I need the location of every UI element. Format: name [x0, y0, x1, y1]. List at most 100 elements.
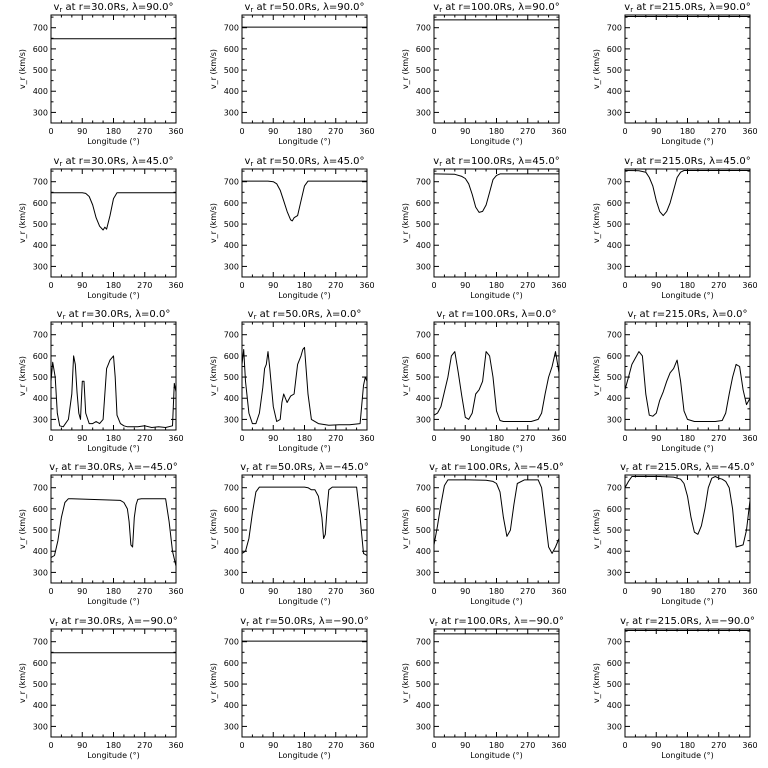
- panel-5-2: vr at r=50.0Rs, λ=−90.0° 0 90 180 270 360 300 4…: [209, 616, 375, 760]
- panel-title: vr at r=215.0Rs, λ=45.0°: [624, 156, 750, 168]
- title-text: at r=215.0Rs, λ=−90.0°: [629, 616, 755, 627]
- y-tick-label: 400: [33, 547, 48, 556]
- x-tick-label: 90: [268, 587, 278, 596]
- y-tick-label: 300: [416, 262, 431, 271]
- y-tick-label: 400: [33, 241, 48, 250]
- plot-frame: [241, 474, 368, 584]
- x-tick-label: 270: [520, 434, 535, 443]
- x-tick-label: 360: [359, 281, 374, 290]
- x-axis-label: Longitude (°): [87, 291, 140, 300]
- panel-2-1: vr at r=30.0Rs, λ=45.0° 0 90 180 270 360 300 40…: [18, 156, 184, 300]
- x-tick-label: 360: [359, 127, 374, 136]
- y-tick-label: 500: [33, 66, 48, 75]
- title-text: at r=215.0Rs, λ=90.0°: [633, 2, 751, 13]
- x-tick-label: 0: [431, 741, 436, 750]
- y-axis-label: v_r (km/s): [209, 509, 218, 549]
- x-tick-label: 270: [137, 127, 152, 136]
- x-tick-label: 90: [651, 434, 661, 443]
- x-axis-label: Longitude (°): [661, 751, 714, 760]
- y-tick-label: 700: [224, 638, 239, 647]
- y-tick-label: 500: [416, 66, 431, 75]
- panel-title: vr at r=30.0Rs, λ=0.0°: [57, 309, 171, 321]
- x-tick-label: 0: [431, 127, 436, 136]
- plot-frame: [433, 474, 560, 584]
- x-tick-label: 360: [742, 587, 757, 596]
- y-tick-label: 500: [33, 373, 48, 382]
- y-tick-label: 600: [416, 505, 431, 514]
- series-line: [433, 173, 559, 213]
- x-tick-label: 0: [48, 434, 53, 443]
- plot-frame: [50, 474, 177, 584]
- title-text: at r=215.0Rs, λ=45.0°: [633, 156, 751, 167]
- y-tick-label: 500: [224, 220, 239, 229]
- y-axis-label: v_r (km/s): [592, 49, 601, 89]
- y-axis-label: v_r (km/s): [592, 356, 601, 396]
- y-tick-label: 600: [416, 352, 431, 361]
- plot-frame: [50, 628, 177, 738]
- y-tick-label: 700: [33, 24, 48, 33]
- y-tick-label: 400: [607, 547, 622, 556]
- y-tick-label: 300: [224, 722, 239, 731]
- series-line: [50, 355, 177, 428]
- y-tick-label: 300: [607, 415, 622, 424]
- x-tick-label: 90: [77, 281, 87, 290]
- title-text: at r=50.0Rs, λ=90.0°: [253, 2, 364, 13]
- x-tick-label: 270: [328, 741, 343, 750]
- series-line: [51, 192, 176, 231]
- x-tick-label: 180: [106, 281, 121, 290]
- x-tick-label: 360: [359, 587, 374, 596]
- y-tick-label: 500: [607, 66, 622, 75]
- series-line: [50, 498, 177, 567]
- title-text: at r=100.0Rs, λ=90.0°: [442, 2, 560, 13]
- y-tick-label: 600: [224, 659, 239, 668]
- y-tick-label: 500: [607, 220, 622, 229]
- x-tick-label: 180: [297, 587, 312, 596]
- y-axis-label: v_r (km/s): [592, 203, 601, 243]
- y-tick-label: 700: [607, 331, 622, 340]
- x-tick-label: 90: [651, 127, 661, 136]
- x-tick-label: 180: [680, 587, 695, 596]
- y-tick-label: 600: [224, 352, 239, 361]
- x-tick-label: 0: [48, 587, 53, 596]
- y-tick-label: 500: [224, 66, 239, 75]
- x-tick-label: 90: [651, 281, 661, 290]
- title-text: at r=100.0Rs, λ=−90.0°: [438, 616, 564, 627]
- x-tick-label: 0: [48, 281, 53, 290]
- x-tick-label: 360: [168, 434, 183, 443]
- x-tick-label: 360: [551, 127, 566, 136]
- title-symbol: v: [244, 2, 250, 13]
- y-tick-label: 300: [224, 568, 239, 577]
- y-tick-label: 400: [224, 241, 239, 250]
- title-subscript: r: [254, 313, 257, 321]
- y-tick-label: 700: [607, 484, 622, 493]
- x-axis-label: Longitude (°): [661, 137, 714, 146]
- y-tick-label: 400: [607, 394, 622, 403]
- y-tick-label: 300: [33, 262, 48, 271]
- x-tick-label: 180: [489, 587, 504, 596]
- y-tick-label: 600: [33, 505, 48, 514]
- y-tick-label: 300: [416, 415, 431, 424]
- plot-frame: [241, 628, 368, 738]
- title-symbol: v: [49, 616, 55, 627]
- y-axis-label: v_r (km/s): [209, 356, 218, 396]
- x-tick-label: 360: [168, 741, 183, 750]
- x-tick-label: 270: [520, 587, 535, 596]
- panel-2-3: vr at r=100.0Rs, λ=45.0° 0 90 180 270 360 300 4…: [401, 156, 567, 300]
- x-axis-label: Longitude (°): [661, 444, 714, 453]
- y-tick-label: 300: [607, 722, 622, 731]
- x-axis-label: Longitude (°): [470, 291, 523, 300]
- y-axis-label: v_r (km/s): [592, 663, 601, 703]
- x-tick-label: 270: [137, 741, 152, 750]
- x-axis-label: Longitude (°): [661, 597, 714, 606]
- title-symbol: v: [240, 616, 246, 627]
- panel-title: vr at r=30.0Rs, λ=90.0°: [53, 2, 173, 14]
- y-tick-label: 700: [416, 484, 431, 493]
- title-subscript: r: [633, 313, 636, 321]
- x-tick-label: 360: [551, 587, 566, 596]
- y-tick-label: 700: [607, 24, 622, 33]
- panel-3-2: vr at r=50.0Rs, λ=0.0° 0 90 180 270 360 300 400…: [209, 309, 375, 453]
- title-subscript: r: [439, 6, 442, 14]
- plot-frame: [241, 14, 368, 124]
- y-tick-label: 300: [33, 722, 48, 731]
- panel-5-1: vr at r=30.0Rs, λ=−90.0° 0 90 180 270 360 300 4…: [18, 616, 184, 760]
